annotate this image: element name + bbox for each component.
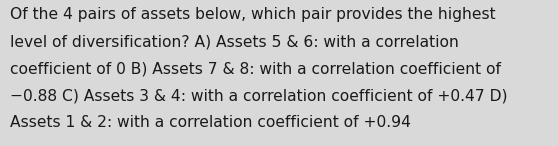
Text: Of the 4 pairs of assets below, which pair provides the highest: Of the 4 pairs of assets below, which pa…	[10, 7, 496, 22]
Text: −0.88 C) Assets 3 & 4: with a correlation coefficient of +0.47 D): −0.88 C) Assets 3 & 4: with a correlatio…	[10, 88, 508, 103]
Text: Assets 1 & 2: with a correlation coefficient of +0.94: Assets 1 & 2: with a correlation coeffic…	[10, 115, 411, 130]
Text: level of diversification? A) Assets 5 & 6: with a correlation: level of diversification? A) Assets 5 & …	[10, 34, 459, 49]
Text: coefficient of 0 B) Assets 7 & 8: with a correlation coefficient of: coefficient of 0 B) Assets 7 & 8: with a…	[10, 61, 501, 76]
